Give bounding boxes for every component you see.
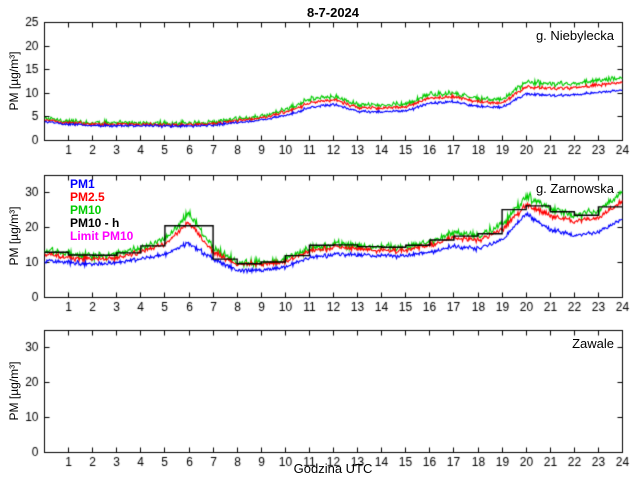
x-axis-label: Godzina UTC [293,461,373,476]
legend-entry-0: PM1 [70,177,95,191]
legend-entry-2: PM10 [70,203,102,217]
legend-entry-1: PM2.5 [70,190,105,204]
legend-entry-4: Limit PM10 [70,229,134,243]
station-label-zarnowska: g. Zarnowska [535,181,614,196]
station-label-zawale: Zawale [572,336,614,351]
station-label-niebylecka: g. Niebylecka [535,28,614,43]
legend: PM1 PM2.5 PM10 PM10 - h Limit PM10 [70,178,133,243]
y-axis-label-bottom: PM [µg/m³] [7,361,21,421]
legend-entry-3: PM10 - h [70,216,120,230]
y-axis-label-top: PM [µg/m³] [7,51,21,111]
figure-title: 8-7-2024 [306,5,360,20]
y-axis-label-middle: PM [µg/m³] [7,206,21,266]
